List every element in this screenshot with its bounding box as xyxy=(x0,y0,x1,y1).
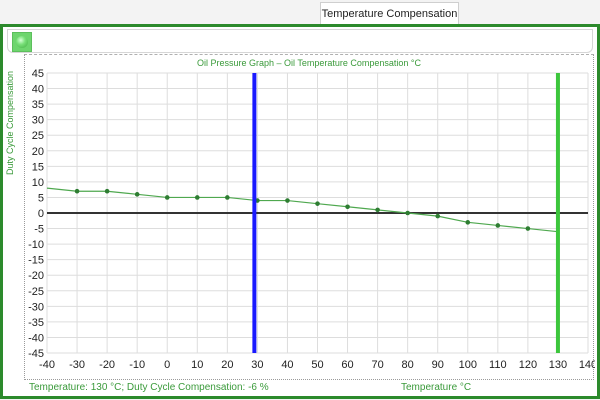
x-tick-label: 20 xyxy=(221,359,233,371)
x-tick-label: 120 xyxy=(519,359,537,371)
tab-label: Temperature Compensation xyxy=(321,7,458,20)
x-tick-label: -20 xyxy=(99,359,115,371)
y-tick-label: -20 xyxy=(28,270,44,282)
status-readout: Temperature: 130 °C; Duty Cycle Compensa… xyxy=(29,382,269,393)
y-tick-label: 10 xyxy=(32,177,44,189)
data-point[interactable] xyxy=(465,220,471,225)
data-point[interactable] xyxy=(225,195,230,200)
data-point[interactable] xyxy=(285,198,290,203)
temperature-compensation-panel: Oil Pressure Graph – Oil Temperature Com… xyxy=(0,24,600,399)
y-tick-label: 30 xyxy=(32,115,44,127)
data-point[interactable] xyxy=(435,213,441,219)
tab-temperature-compensation[interactable]: Temperature Compensation xyxy=(320,2,459,24)
x-tick-label: 140 xyxy=(579,359,595,371)
data-point[interactable] xyxy=(164,195,170,200)
y-tick-label: 45 xyxy=(32,68,44,80)
x-tick-label: 100 xyxy=(459,359,477,371)
data-point[interactable] xyxy=(194,195,200,200)
y-tick-label: -25 xyxy=(28,286,44,298)
chart-plot-area[interactable]: 454035302520151050-5-10-15-20-25-30-35-4… xyxy=(25,55,595,381)
data-series-line xyxy=(46,187,559,233)
y-tick-label: -45 xyxy=(28,348,44,360)
y-tick-label: -30 xyxy=(28,301,44,313)
x-tick-label: 110 xyxy=(489,359,507,371)
data-point[interactable] xyxy=(405,210,410,216)
y-tick-label: 5 xyxy=(38,192,44,204)
y-tick-label: -15 xyxy=(28,255,44,267)
x-tick-label: 90 xyxy=(432,359,444,371)
data-point[interactable] xyxy=(375,207,380,213)
data-point[interactable] xyxy=(495,223,501,228)
chart-panel: Oil Pressure Graph – Oil Temperature Com… xyxy=(5,54,595,381)
y-axis-label: Duty Cycle Compensation xyxy=(5,70,15,175)
y-tick-label: 35 xyxy=(32,99,44,111)
data-point[interactable] xyxy=(74,188,80,194)
y-tick-label: 25 xyxy=(32,130,44,142)
y-tick-label: 20 xyxy=(32,146,44,158)
x-tick-label: -30 xyxy=(69,359,85,371)
y-tick-label: 15 xyxy=(32,161,44,173)
x-axis-label: Temperature °C xyxy=(401,382,472,393)
data-point[interactable] xyxy=(525,226,531,231)
x-tick-label: -10 xyxy=(129,359,145,371)
x-tick-label: 80 xyxy=(402,359,414,371)
toolbar xyxy=(7,29,593,53)
data-point[interactable] xyxy=(345,204,350,210)
status-button[interactable] xyxy=(12,32,32,52)
y-tick-label: -5 xyxy=(34,224,44,236)
x-tick-label: 10 xyxy=(191,359,203,371)
data-point[interactable] xyxy=(134,192,140,197)
y-tick-label: -40 xyxy=(28,332,44,344)
y-tick-label: 0 xyxy=(38,208,44,220)
x-tick-label: 60 xyxy=(341,359,353,371)
data-point[interactable] xyxy=(315,201,320,206)
x-tick-label: 30 xyxy=(251,359,263,371)
y-tick-label: 40 xyxy=(32,84,44,96)
x-tick-label: 40 xyxy=(281,359,293,371)
x-tick-label: 0 xyxy=(164,359,170,371)
y-tick-label: -35 xyxy=(28,317,44,329)
data-point[interactable] xyxy=(104,188,110,194)
green-sphere-icon xyxy=(16,36,28,48)
x-tick-label: -40 xyxy=(39,359,55,371)
x-tick-label: 130 xyxy=(549,359,567,371)
y-tick-label: -10 xyxy=(28,239,44,251)
x-tick-label: 70 xyxy=(371,359,383,371)
x-tick-label: 50 xyxy=(311,359,323,371)
chart-title: Oil Pressure Graph – Oil Temperature Com… xyxy=(196,58,422,68)
